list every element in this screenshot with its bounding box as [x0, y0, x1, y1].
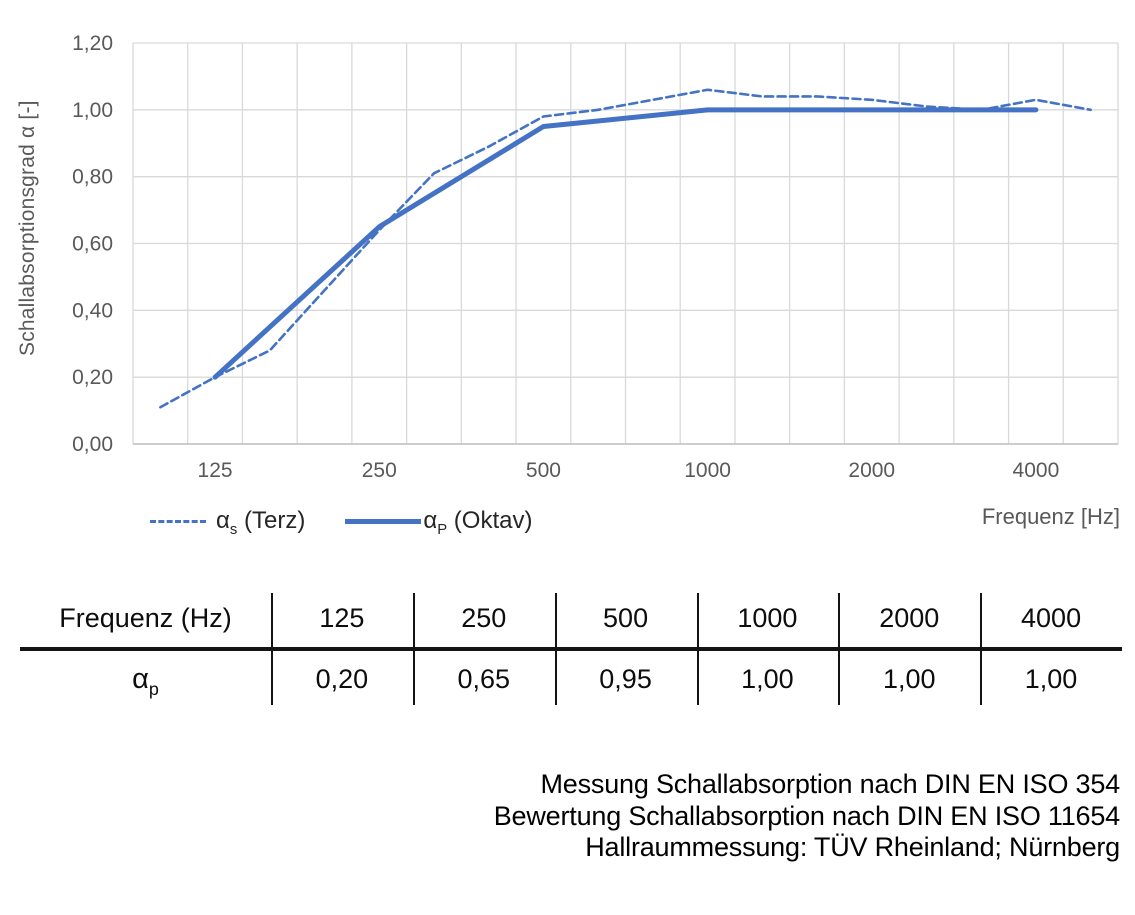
table-value-1000: 1,00	[741, 664, 794, 694]
table-header-2000: 2000	[879, 603, 940, 633]
table-column-separator	[555, 593, 557, 705]
y-axis-title: Schallabsorptionsgrad α [-]	[16, 100, 39, 356]
table-column-separator	[838, 593, 840, 705]
table-column-separator	[413, 593, 415, 705]
legend-item-as-terz: αs (Terz)	[150, 507, 306, 538]
note-line: Messung Schallabsorption nach DIN EN ISO…	[540, 769, 1120, 799]
y-tick-label: 1,20	[72, 32, 113, 55]
legend-label-as-terz: αs (Terz)	[216, 507, 306, 538]
table-column-separator	[980, 593, 982, 705]
table-value-2000: 1,00	[882, 664, 936, 694]
table-value-250: 0,65	[457, 664, 511, 694]
table-value-row: αp 0,20 0,65 0,95 1,00 1,00 1,00	[20, 651, 1122, 708]
absorption-chart: 0,00 0,20 0,40 0,60 0,80 1,00 1,20 125 250 500 100…	[72, 32, 1119, 482]
measurement-notes: Messung Schallabsorption nach DIN EN ISO…	[494, 769, 1120, 864]
table-header-500: 500	[603, 603, 649, 633]
note-line: Hallraummessung: TÜV Rheinland; Nürnberg	[585, 832, 1120, 862]
table-header-row: Frequenz (Hz) 125 250 500 1000 2000 4000	[20, 590, 1122, 647]
table-value-4000: 1,00	[1024, 664, 1078, 694]
x-tick-label: 4000	[1013, 459, 1060, 482]
y-tick-label: 0,60	[72, 233, 113, 256]
table-header-250: 250	[461, 603, 507, 633]
table-header-divider	[20, 647, 1122, 651]
y-tick-label: 0,20	[72, 366, 113, 389]
x-tick-label: 250	[362, 459, 397, 482]
table-row-label-alpha-p: αp	[132, 663, 159, 699]
solid-line-swatch	[345, 518, 422, 524]
table-value-125: 0,20	[315, 664, 369, 694]
legend-label-ap-oktav: αP (Oktav)	[423, 507, 533, 538]
table-header-1000: 1000	[737, 603, 798, 633]
series-line-as_terz	[159, 88, 1092, 409]
y-tick-label: 1,00	[72, 99, 113, 122]
x-tick-label: 2000	[848, 459, 895, 482]
table-header-4000: 4000	[1021, 603, 1082, 633]
table-value-500: 0,95	[599, 664, 652, 694]
absorption-table: Frequenz (Hz) 125 250 500 1000 2000 4000…	[20, 590, 1122, 708]
dashed-line-swatch	[150, 519, 206, 523]
table-header-125: 125	[319, 603, 365, 633]
x-axis-title: Frequenz [Hz]	[981, 504, 1120, 529]
table-column-separator	[271, 593, 273, 705]
note-line: Bewertung Schallabsorption nach DIN EN I…	[493, 800, 1120, 831]
table-column-separator	[697, 593, 699, 705]
chart-legend: αs (Terz) αP (Oktav)	[150, 503, 532, 539]
x-tick-label: 1000	[684, 459, 731, 482]
y-tick-label: 0,80	[72, 166, 113, 189]
x-tick-label: 500	[526, 459, 561, 482]
y-tick-label: 0,00	[72, 433, 113, 456]
y-tick-label: 0,40	[72, 299, 113, 322]
series-line-ap_oktav	[212, 107, 1039, 380]
legend-item-ap-oktav: αP (Oktav)	[305, 507, 533, 538]
x-tick-label: 125	[198, 459, 233, 482]
table-header-frequency: Frequenz (Hz)	[59, 603, 232, 633]
